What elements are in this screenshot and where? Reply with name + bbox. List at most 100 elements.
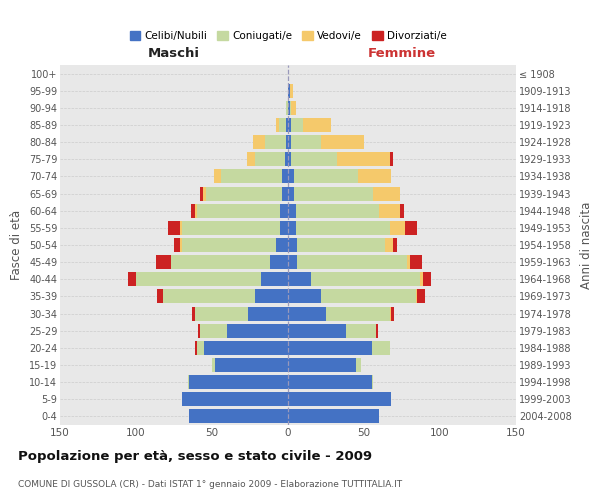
Bar: [197, 204, 280, 218]
Bar: [191, 204, 195, 218]
Bar: [254, 290, 288, 304]
Bar: [376, 324, 377, 338]
Bar: [276, 238, 288, 252]
Bar: [393, 238, 397, 252]
Bar: [390, 152, 393, 166]
Bar: [288, 204, 296, 218]
Bar: [280, 221, 288, 235]
Bar: [215, 358, 288, 372]
Bar: [288, 392, 391, 406]
Bar: [288, 186, 294, 200]
Bar: [297, 255, 407, 269]
Text: COMUNE DI GUSSOLA (CR) - Dati ISTAT 1° gennaio 2009 - Elaborazione TUTTITALIA.IT: COMUNE DI GUSSOLA (CR) - Dati ISTAT 1° g…: [18, 480, 402, 489]
Text: Popolazione per età, sesso e stato civile - 2009: Popolazione per età, sesso e stato civil…: [18, 450, 372, 463]
Bar: [288, 272, 311, 286]
Bar: [286, 118, 288, 132]
Bar: [346, 324, 376, 338]
Bar: [189, 410, 288, 424]
Bar: [168, 221, 180, 235]
Bar: [288, 375, 371, 389]
Text: Femmine: Femmine: [368, 47, 436, 60]
Bar: [373, 186, 400, 200]
Bar: [254, 152, 285, 166]
Bar: [291, 152, 337, 166]
Bar: [285, 152, 288, 166]
Bar: [322, 290, 416, 304]
Bar: [192, 306, 195, 320]
Bar: [157, 290, 163, 304]
Bar: [385, 238, 393, 252]
Bar: [337, 152, 390, 166]
Bar: [270, 255, 288, 269]
Bar: [288, 341, 371, 355]
Bar: [247, 152, 254, 166]
Bar: [265, 135, 286, 149]
Bar: [296, 204, 379, 218]
Bar: [400, 204, 404, 218]
Bar: [182, 221, 280, 235]
Bar: [322, 135, 364, 149]
Bar: [180, 238, 182, 252]
Bar: [174, 238, 180, 252]
Bar: [303, 118, 331, 132]
Bar: [282, 186, 288, 200]
Bar: [282, 170, 288, 183]
Bar: [423, 272, 431, 286]
Bar: [206, 186, 282, 200]
Bar: [136, 272, 260, 286]
Bar: [227, 324, 288, 338]
Bar: [189, 375, 288, 389]
Bar: [294, 186, 373, 200]
Bar: [200, 324, 227, 338]
Bar: [128, 272, 136, 286]
Bar: [291, 101, 296, 115]
Bar: [410, 255, 422, 269]
Bar: [291, 118, 303, 132]
Bar: [371, 341, 390, 355]
Bar: [276, 118, 279, 132]
Bar: [288, 324, 346, 338]
Bar: [288, 358, 356, 372]
Legend: Celibi/Nubili, Coniugati/e, Vedovi/e, Divorziati/e: Celibi/Nubili, Coniugati/e, Vedovi/e, Di…: [125, 27, 451, 46]
Bar: [290, 84, 293, 98]
Bar: [279, 118, 286, 132]
Bar: [288, 101, 290, 115]
Bar: [391, 306, 394, 320]
Bar: [390, 306, 391, 320]
Bar: [171, 255, 270, 269]
Bar: [288, 306, 326, 320]
Bar: [221, 170, 282, 183]
Bar: [296, 221, 390, 235]
Bar: [290, 101, 291, 115]
Bar: [420, 272, 423, 286]
Bar: [326, 306, 390, 320]
Bar: [180, 221, 182, 235]
Bar: [286, 135, 288, 149]
Bar: [288, 135, 291, 149]
Bar: [260, 272, 288, 286]
Bar: [248, 306, 288, 320]
Bar: [203, 186, 206, 200]
Bar: [280, 204, 288, 218]
Bar: [297, 238, 385, 252]
Y-axis label: Fasce di età: Fasce di età: [10, 210, 23, 280]
Bar: [288, 238, 297, 252]
Bar: [379, 204, 400, 218]
Bar: [288, 152, 291, 166]
Bar: [288, 255, 297, 269]
Bar: [294, 170, 358, 183]
Bar: [288, 170, 294, 183]
Bar: [356, 358, 361, 372]
Bar: [214, 170, 221, 183]
Bar: [405, 221, 417, 235]
Bar: [200, 186, 203, 200]
Bar: [291, 135, 322, 149]
Bar: [182, 392, 288, 406]
Bar: [253, 135, 265, 149]
Bar: [390, 221, 405, 235]
Bar: [163, 290, 254, 304]
Bar: [286, 101, 288, 115]
Bar: [197, 341, 205, 355]
Bar: [371, 375, 373, 389]
Bar: [288, 410, 379, 424]
